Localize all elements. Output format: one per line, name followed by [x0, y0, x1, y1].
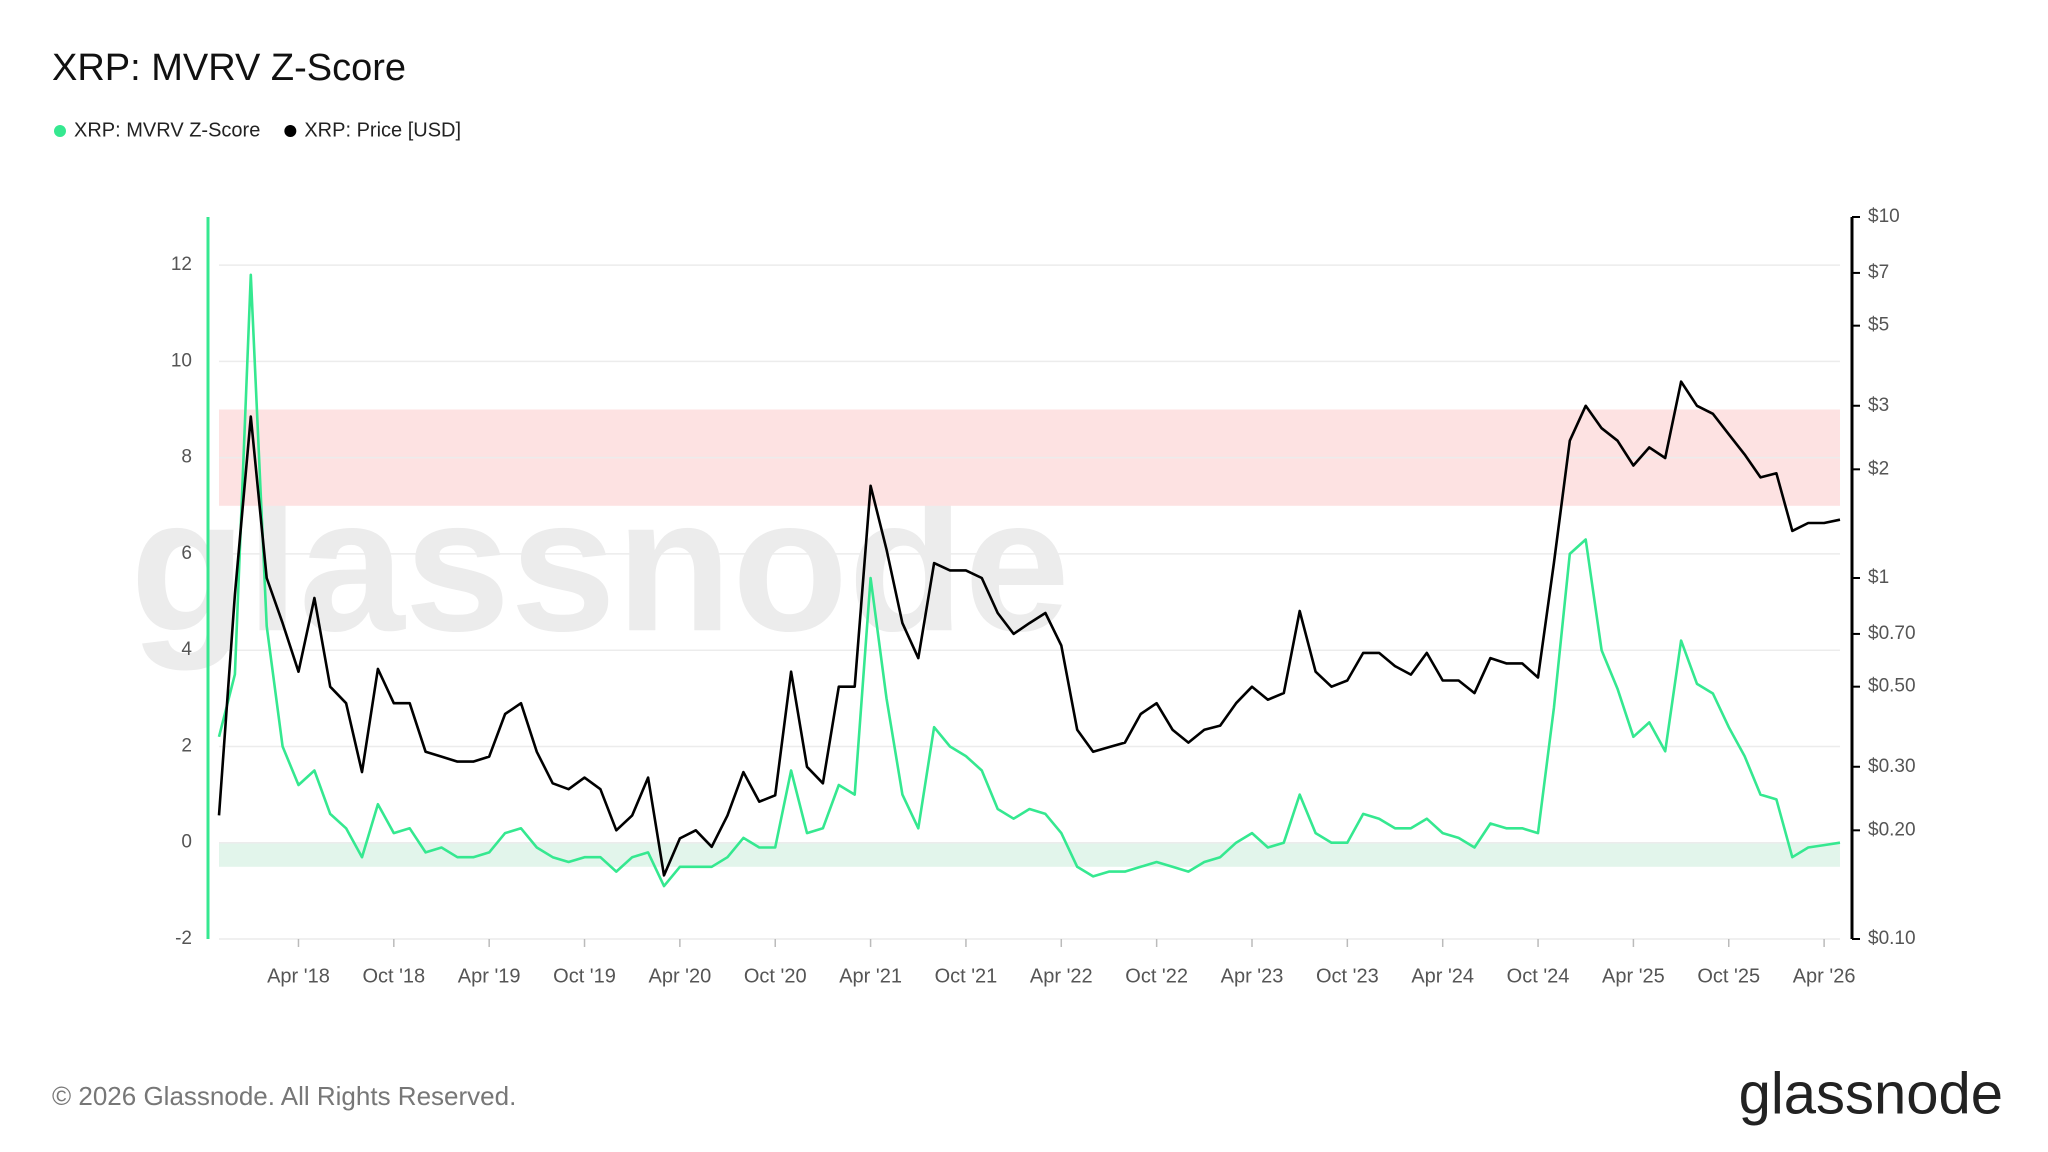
y2-tick-label: $3 — [1868, 395, 1889, 416]
y2-tick-label: $2 — [1868, 458, 1889, 479]
x-tick-label: Oct '23 — [1316, 965, 1379, 987]
y2-tick-label: $0.70 — [1868, 623, 1916, 644]
x-tick-label: Oct '21 — [935, 965, 998, 987]
chart-title: XRP: MVRV Z-Score — [52, 47, 406, 89]
y-tick-label: 0 — [181, 832, 192, 853]
y2-tick-label: $0.30 — [1868, 756, 1916, 777]
x-tick-label: Oct '20 — [744, 965, 807, 987]
y2-tick-label: $0.50 — [1868, 676, 1916, 697]
x-tick-label: Oct '24 — [1507, 965, 1570, 987]
y2-tick-label: $0.20 — [1868, 819, 1916, 840]
series-line — [217, 273, 1841, 888]
y2-tick-label: $5 — [1868, 315, 1889, 336]
series-line — [217, 380, 1841, 877]
x-tick-label: Oct '18 — [362, 965, 425, 987]
y-tick-label: 4 — [181, 639, 192, 660]
x-tick-label: Apr '19 — [458, 965, 521, 987]
y-tick-label: 6 — [181, 543, 192, 564]
y2-tick-label: $1 — [1868, 567, 1889, 588]
zone-band — [219, 842, 1840, 867]
x-tick-label: Apr '22 — [1030, 965, 1093, 987]
x-tick-label: Apr '25 — [1602, 965, 1665, 987]
y2-tick-label: $0.10 — [1868, 928, 1916, 949]
x-tick-label: Oct '19 — [553, 965, 616, 987]
y-tick-label: 10 — [171, 350, 192, 371]
y2-tick-label: $10 — [1868, 206, 1900, 227]
x-tick-label: Apr '24 — [1411, 965, 1474, 987]
y-tick-label: 12 — [171, 254, 192, 275]
x-tick-label: Oct '22 — [1125, 965, 1188, 987]
legend-label: XRP: MVRV Z-Score — [74, 119, 260, 141]
legend-swatch — [284, 125, 297, 137]
x-tick-label: Apr '20 — [648, 965, 711, 987]
x-tick-label: Apr '26 — [1793, 965, 1856, 987]
y-tick-label: 8 — [181, 447, 192, 468]
y2-tick-label: $7 — [1868, 262, 1889, 283]
footer: © 2026 Glassnode. All Rights Reserved. — [52, 1081, 516, 1111]
x-tick-label: Oct '25 — [1697, 965, 1760, 987]
x-tick-label: Apr '18 — [267, 965, 330, 987]
y-tick-label: -2 — [175, 928, 192, 949]
y-tick-label: 2 — [181, 735, 192, 756]
legend-label: XRP: Price [USD] — [304, 119, 461, 141]
logo: glassnode — [1739, 1061, 2003, 1126]
legend-swatch — [54, 125, 66, 137]
x-tick-label: Apr '21 — [839, 965, 902, 987]
x-tick-label: Apr '23 — [1221, 965, 1284, 987]
